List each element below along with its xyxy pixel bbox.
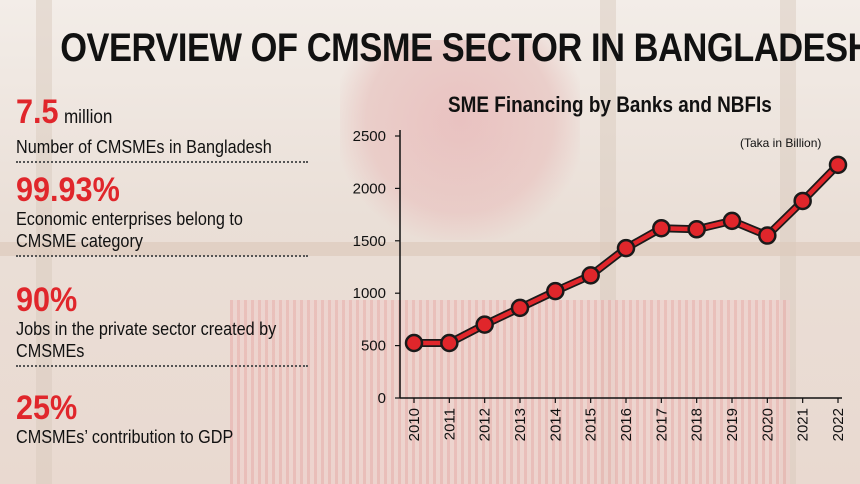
y-tick-label: 1000 bbox=[353, 285, 386, 302]
chart-title: SME Financing by Banks and NBFIs bbox=[448, 92, 772, 117]
data-point bbox=[546, 281, 565, 301]
y-tick-label: 2500 bbox=[353, 128, 386, 145]
x-tick-label: 2013 bbox=[512, 408, 529, 441]
data-point bbox=[581, 266, 600, 285]
data-point bbox=[758, 226, 777, 245]
data-point bbox=[793, 191, 812, 211]
y-tick-label: 0 bbox=[378, 390, 386, 407]
x-tick-label: 2015 bbox=[583, 408, 600, 441]
chart-unit-note: (Taka in Billion) bbox=[740, 136, 822, 150]
stat-value: 99.93% bbox=[16, 171, 120, 209]
stat-gdp-contribution: 25% CMSMEs’ contribution to GDP bbox=[16, 390, 316, 448]
divider bbox=[16, 365, 308, 367]
x-tick-label: 2012 bbox=[477, 408, 494, 441]
x-tick-label: 2019 bbox=[724, 408, 741, 441]
divider bbox=[16, 255, 308, 257]
data-point bbox=[652, 218, 671, 238]
y-tick-label: 2000 bbox=[353, 180, 386, 197]
y-tick-label: 1500 bbox=[353, 233, 386, 250]
stat-description: Jobs in the private sector created by CM… bbox=[16, 319, 277, 361]
data-point bbox=[440, 333, 459, 353]
y-tick-label: 500 bbox=[361, 338, 386, 355]
stat-enterprise-share: 99.93% Economic enterprises belong to CM… bbox=[16, 172, 316, 257]
stat-value: 25% bbox=[16, 389, 78, 427]
stat-description: Number of CMSMEs in Bangladesh bbox=[16, 137, 272, 157]
loom-beam bbox=[0, 242, 860, 256]
data-point bbox=[687, 220, 706, 239]
x-tick-label: 2010 bbox=[406, 408, 423, 441]
weaver-figure bbox=[340, 40, 580, 240]
data-point bbox=[510, 298, 530, 318]
stat-value: 90% bbox=[16, 281, 78, 319]
stat-description: Economic enterprises belong to CMSME cat… bbox=[16, 209, 243, 251]
page-title: OVERVIEW OF CMSME SECTOR IN BANGLADESH bbox=[60, 26, 860, 70]
data-point bbox=[828, 155, 848, 175]
x-tick-label: 2021 bbox=[795, 408, 812, 441]
x-tick-label: 2022 bbox=[830, 408, 847, 441]
stat-private-jobs: 90% Jobs in the private sector created b… bbox=[16, 282, 316, 367]
x-tick-label: 2017 bbox=[653, 408, 670, 441]
x-tick-label: 2016 bbox=[618, 408, 635, 441]
stat-value: 7.5 bbox=[16, 93, 59, 131]
x-tick-label: 2020 bbox=[759, 408, 776, 441]
data-point bbox=[616, 238, 636, 258]
stat-description: CMSMEs’ contribution to GDP bbox=[16, 427, 234, 447]
stat-unit: million bbox=[63, 107, 113, 128]
loom-threads bbox=[230, 300, 790, 484]
data-point bbox=[404, 333, 424, 353]
divider bbox=[16, 161, 308, 163]
x-tick-label: 2018 bbox=[689, 408, 706, 441]
stat-cmsme-count: 7.5 million Number of CMSMEs in Banglades… bbox=[16, 94, 316, 163]
data-point bbox=[475, 315, 494, 334]
x-tick-label: 2014 bbox=[547, 408, 564, 441]
data-point bbox=[722, 211, 742, 231]
x-tick-label: 2011 bbox=[441, 408, 458, 440]
